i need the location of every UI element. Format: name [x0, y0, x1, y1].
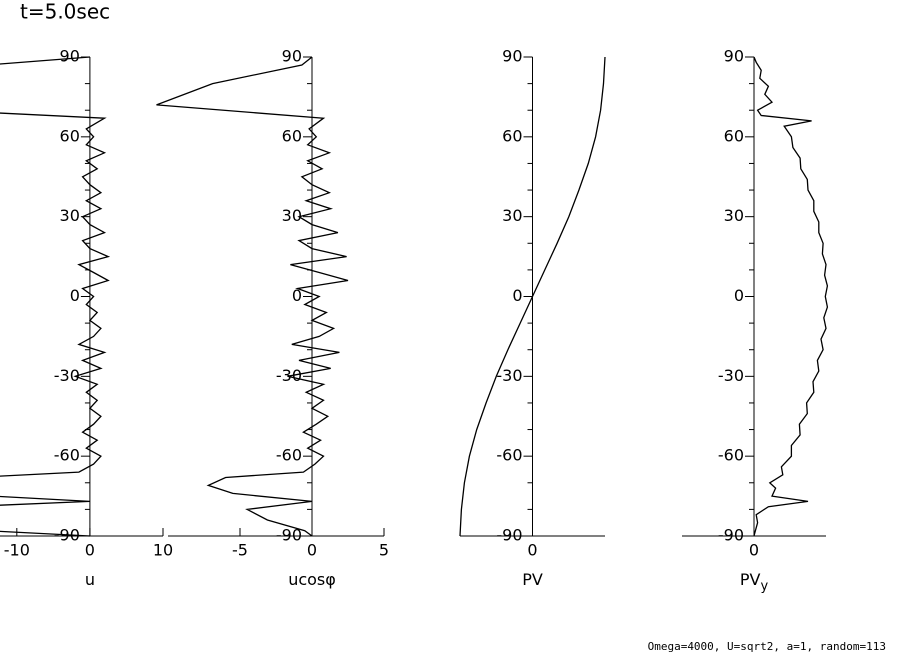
y-tick-label: -30 [718, 366, 744, 385]
y-tick-label: 0 [512, 286, 522, 305]
y-tick-label: -30 [496, 366, 522, 385]
y-tick-label: 60 [282, 126, 302, 145]
y-tick-label: -30 [54, 366, 80, 385]
x-axis-label-text: PV [522, 570, 543, 589]
y-tick-label: 90 [60, 47, 80, 66]
y-tick-label: 0 [734, 286, 744, 305]
y-tick-label: -30 [276, 366, 302, 385]
y-tick-label: -60 [496, 446, 522, 465]
x-tick-label: 0 [85, 541, 95, 560]
x-axis-label: PVy [740, 570, 769, 594]
profile-line [753, 56, 829, 537]
profile-line [156, 56, 349, 537]
x-tick-label: -5 [232, 541, 248, 560]
y-tick-label: 90 [724, 47, 744, 66]
y-tick-label: 0 [292, 286, 302, 305]
y-tick-label: 60 [60, 126, 80, 145]
profile-line [459, 56, 606, 537]
y-tick-label: 30 [502, 206, 522, 225]
y-tick-label: 90 [502, 47, 522, 66]
x-axis-label-text: u [85, 570, 95, 589]
x-tick-label: -10 [4, 541, 30, 560]
x-axis-label: PV [522, 570, 543, 589]
y-tick-label: -60 [276, 446, 302, 465]
x-tick-label: 0 [307, 541, 317, 560]
x-tick-label: 0 [749, 541, 759, 560]
y-tick-label: -90 [496, 526, 522, 545]
y-tick-label: -90 [276, 526, 302, 545]
x-axis-label-text: ucosφ [288, 570, 336, 589]
profile-line [0, 56, 111, 537]
figure-title: t=5.0sec [20, 0, 110, 24]
x-tick-label: 5 [379, 541, 389, 560]
y-tick-label: -60 [718, 446, 744, 465]
y-tick-label: 0 [70, 286, 80, 305]
y-tick-label: -90 [718, 526, 744, 545]
y-tick-label: 30 [724, 206, 744, 225]
y-tick-label: 90 [282, 47, 302, 66]
y-tick-label: 60 [502, 126, 522, 145]
x-axis-label-text: PV [740, 570, 761, 589]
x-axis-label: ucosφ [288, 570, 336, 589]
y-tick-label: 30 [60, 206, 80, 225]
y-tick-label: 60 [724, 126, 744, 145]
x-tick-label: 10 [153, 541, 173, 560]
x-axis-label-subscript: y [760, 579, 768, 594]
y-tick-label: -60 [54, 446, 80, 465]
x-tick-label: 0 [527, 541, 537, 560]
footnote: Omega=4000, U=sqrt2, a=1, random=113 [648, 640, 886, 653]
x-axis-label: u [85, 570, 95, 589]
y-tick-label: 30 [282, 206, 302, 225]
